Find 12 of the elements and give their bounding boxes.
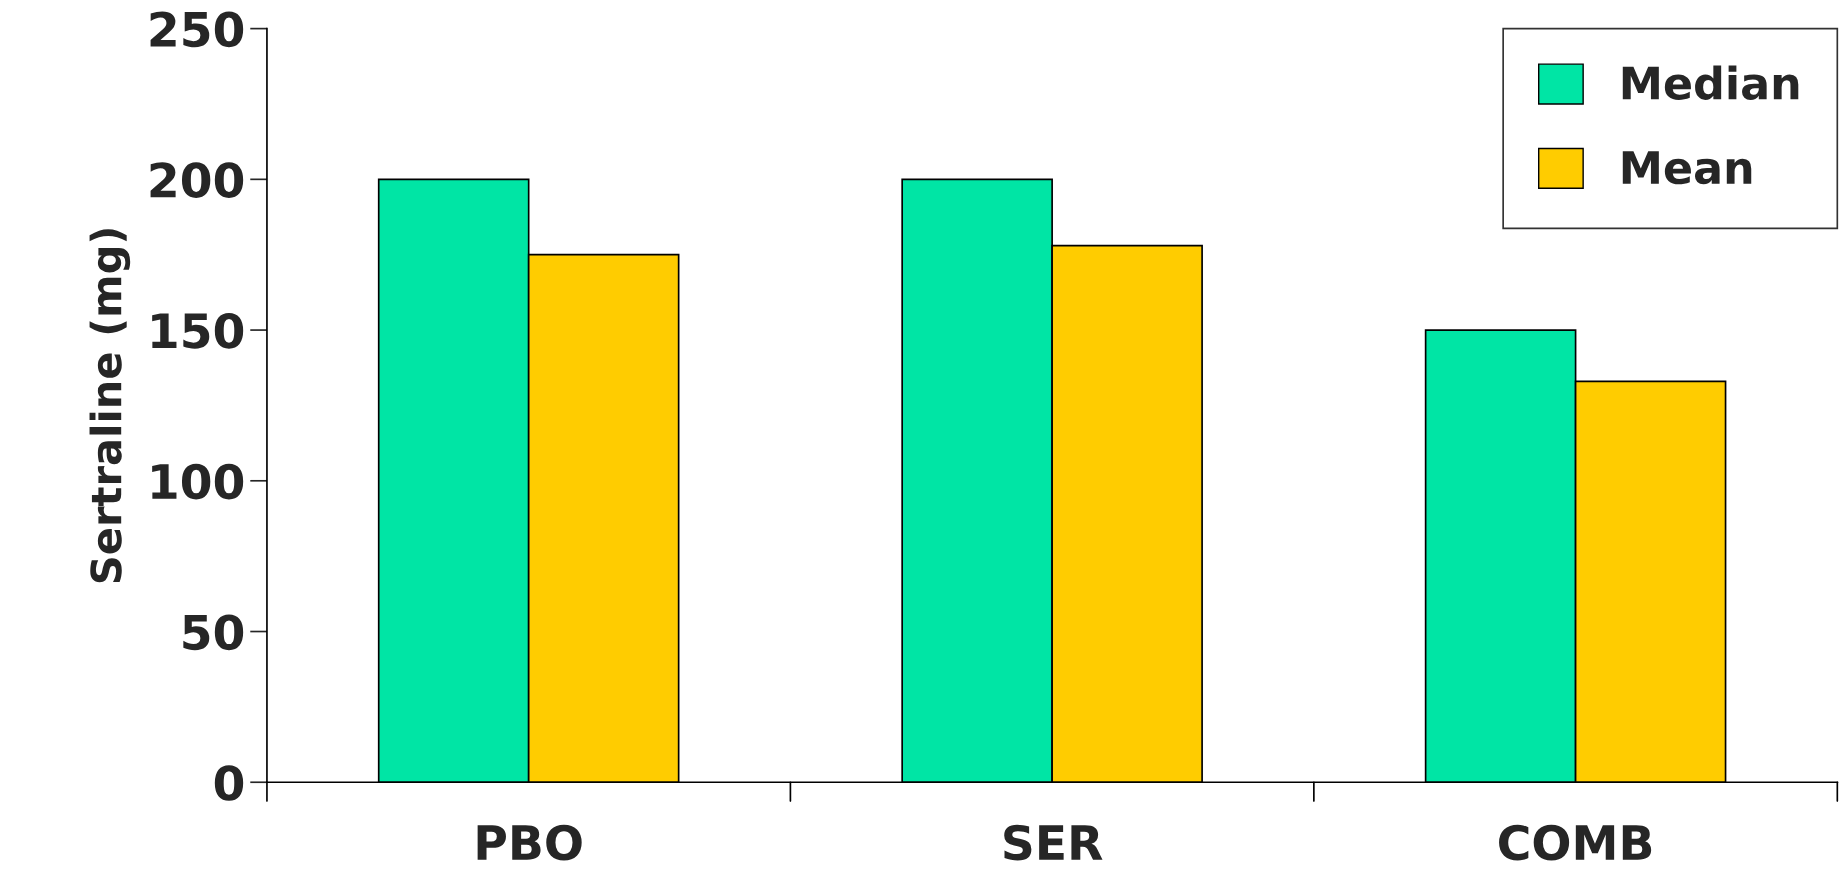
y-axis-title: Sertraline (mg)	[89, 229, 131, 583]
y-tick-label: 100	[152, 463, 244, 500]
x-tick-label: COMB	[1499, 824, 1652, 861]
y-tick-label: 150	[152, 312, 244, 349]
legend-label: Median	[1622, 65, 1799, 100]
x-tick-label: PBO	[477, 824, 582, 861]
x-tick-label: SER	[1004, 824, 1103, 861]
y-tick-label: 0	[214, 765, 244, 801]
legend-label: Mean	[1622, 151, 1752, 185]
y-tick-label: 200	[150, 162, 244, 198]
y-tick-label: 250	[150, 11, 244, 48]
y-tick-label: 50	[183, 614, 244, 651]
